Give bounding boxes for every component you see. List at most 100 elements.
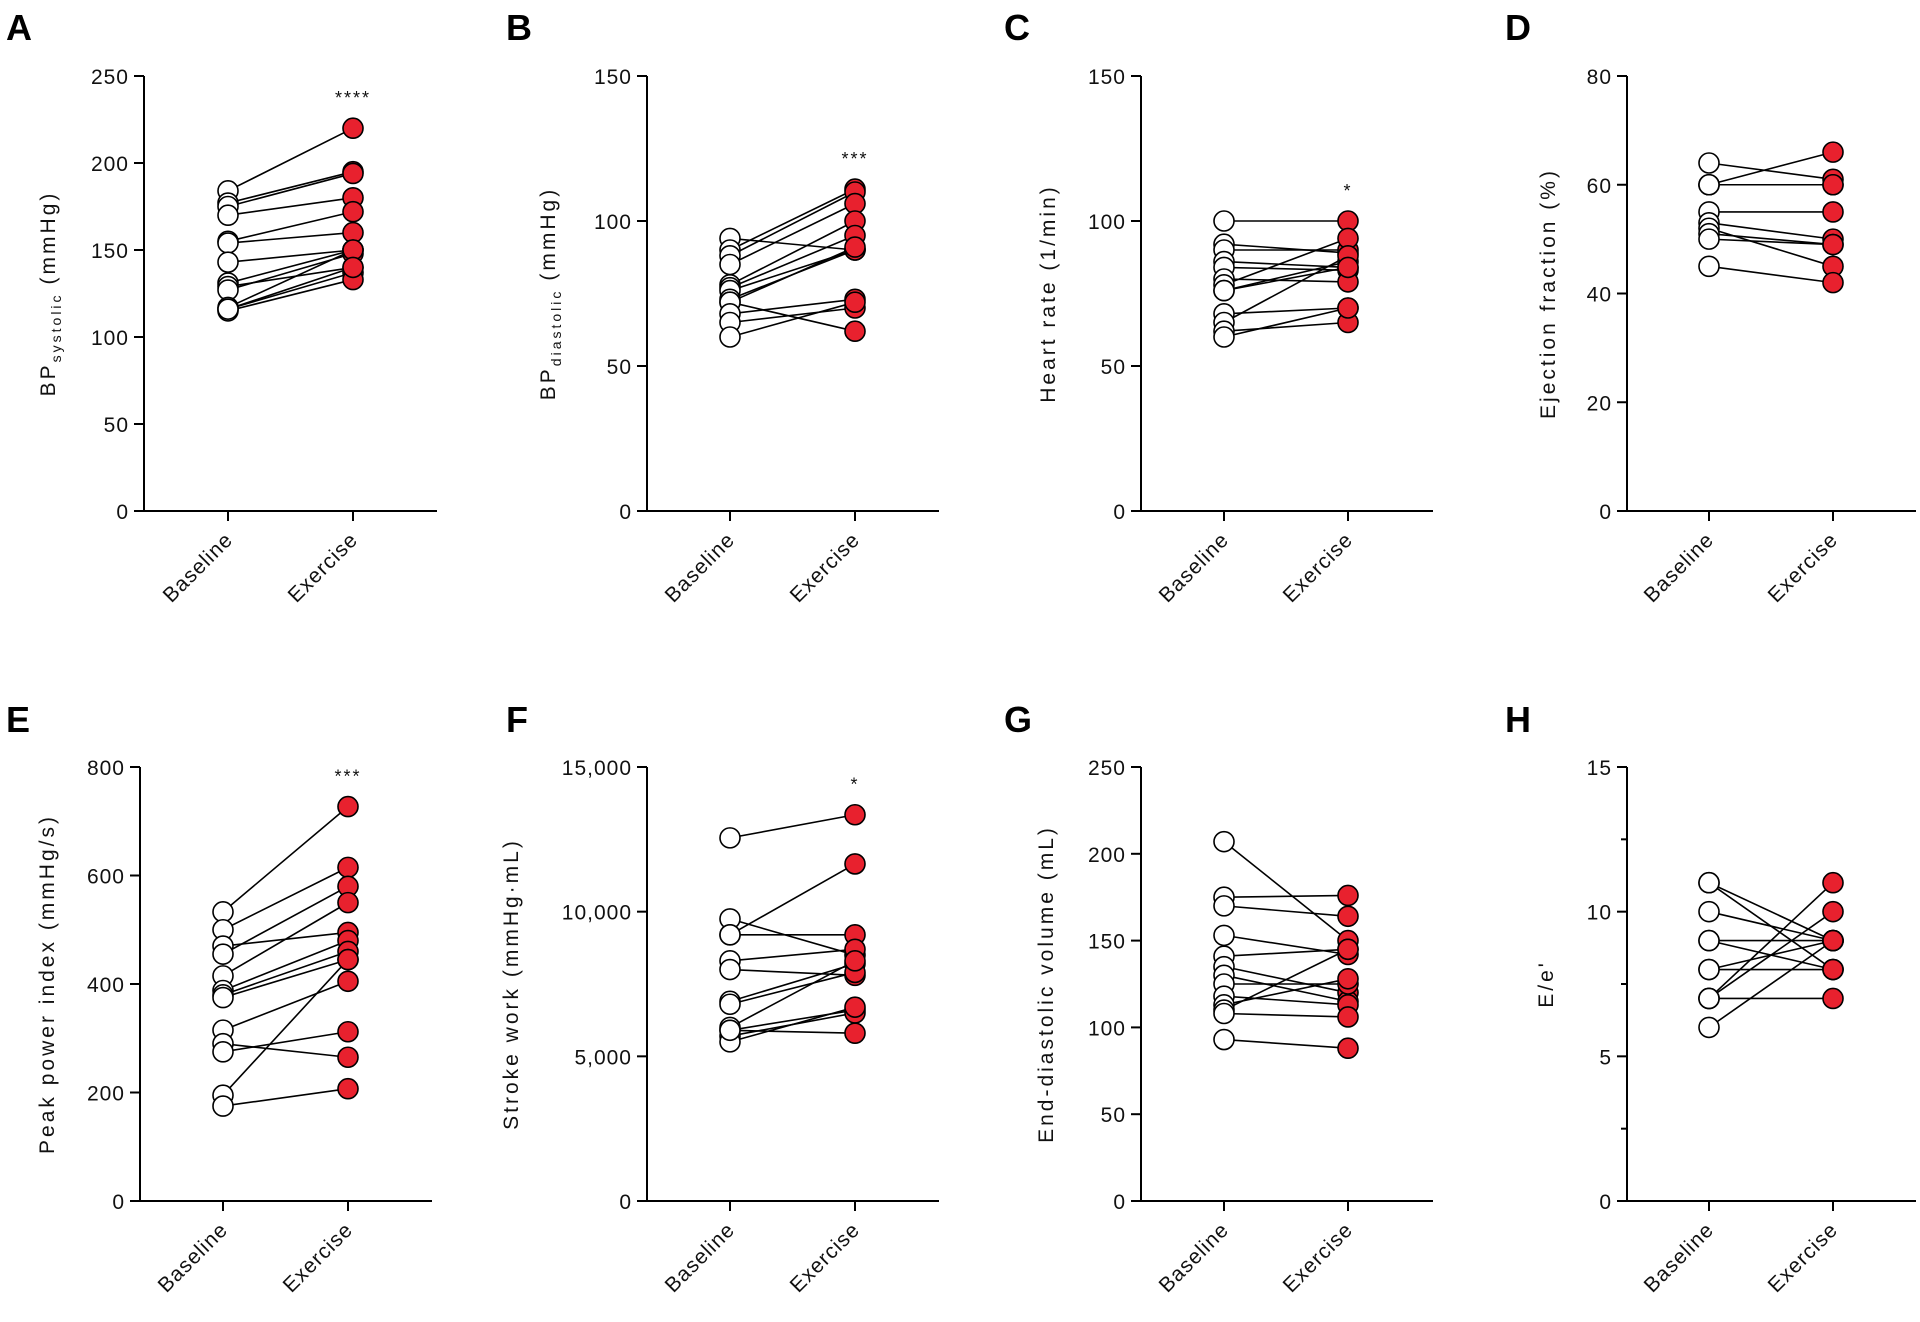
exercise-point (337, 1020, 359, 1043)
panel-letter: C (1004, 7, 1030, 48)
baseline-point (719, 326, 741, 348)
y-tick-label: 100 (1088, 211, 1126, 234)
x-tick-label-baseline: Baseline (1155, 1218, 1234, 1297)
exercise-point (844, 1022, 866, 1044)
pair-line (222, 959, 349, 1096)
exercise-point (1822, 173, 1844, 196)
exercise-point (337, 948, 359, 971)
pair-line (222, 950, 349, 996)
y-tick-label: 0 (1599, 1191, 1612, 1214)
y-tick-label: 250 (91, 66, 129, 89)
panel-g: G 0 50 100 150 200 250 Baseline Exercise End-dias… (1004, 699, 1433, 1297)
exercise-point (844, 950, 866, 972)
pair-line (1223, 1038, 1349, 1050)
pair-line (1223, 255, 1349, 324)
y-tick-label: 0 (1113, 1191, 1126, 1214)
exercise-point (1822, 141, 1844, 163)
pair-line (222, 805, 349, 913)
pair-line (1223, 841, 1349, 942)
baseline-point (212, 901, 234, 923)
pair-line (1223, 266, 1349, 272)
x-tick-label-exercise: Exercise (284, 528, 363, 607)
pair-line (1223, 307, 1349, 315)
pair-line (222, 939, 349, 992)
x-tick-label-baseline: Baseline (1640, 528, 1719, 607)
y-tick-label: 60 (1587, 175, 1612, 198)
exercise-point (844, 291, 866, 314)
pair-line (1223, 894, 1349, 898)
exercise-point (337, 1046, 359, 1069)
y-axis-label-unit: (mmHg) (37, 191, 60, 285)
baseline-point (1698, 1016, 1720, 1039)
pair-line (222, 958, 349, 999)
pair-line (729, 191, 856, 257)
pair-line (1708, 939, 1834, 1029)
y-tick-label: 0 (112, 1191, 125, 1214)
y-axis-label-main: End-diastolic volume (mL) (1035, 825, 1058, 1143)
exercise-point (1822, 900, 1844, 923)
significance-marker: * (850, 775, 859, 795)
x-tick-label-exercise: Exercise (279, 1218, 358, 1297)
significance-marker: * (1343, 181, 1352, 201)
x-tick-label-baseline: Baseline (661, 1218, 740, 1297)
pair-line (227, 172, 354, 208)
y-axis-label: E/e' (1535, 960, 1558, 1008)
panel-letter: B (506, 7, 532, 48)
exercise-point (844, 320, 866, 343)
baseline-point (217, 232, 239, 254)
baseline-point (1698, 255, 1720, 278)
exercise-point (844, 853, 866, 875)
exercise-point (844, 236, 866, 258)
y-tick-label: 200 (91, 153, 129, 176)
pair-line (1223, 278, 1349, 283)
y-tick-label: 400 (87, 974, 125, 997)
pair-line (1708, 265, 1834, 284)
baseline-point (1213, 1002, 1235, 1025)
pair-line (729, 220, 856, 286)
exercise-point (1337, 1006, 1359, 1028)
y-tick-label: 80 (1587, 66, 1612, 89)
y-axis-label: BPdiastolic (mmHg) (537, 187, 564, 400)
baseline-point (217, 251, 239, 273)
exercise-point (1337, 297, 1359, 319)
baseline-point (1698, 900, 1720, 923)
panel-e: E 0 200 400 600 800 Baseline Exercise Peak power… (6, 699, 432, 1297)
exercise-point (1337, 938, 1359, 961)
exercise-point (342, 162, 364, 185)
y-tick-label: 0 (1599, 501, 1612, 524)
x-tick-label-exercise: Exercise (786, 528, 865, 607)
baseline-point (212, 943, 234, 965)
y-tick-label: 150 (1088, 931, 1126, 954)
y-axis-label-main: Ejection fraction (%) (1537, 168, 1560, 419)
baseline-point (1213, 924, 1235, 947)
pair-line (1223, 1012, 1349, 1018)
pair-line (227, 271, 354, 310)
baseline-point (1698, 929, 1720, 952)
baseline-point (1698, 871, 1720, 894)
exercise-point (1337, 884, 1359, 907)
y-tick-label: 200 (1088, 844, 1126, 867)
panel-letter: H (1505, 699, 1531, 740)
pair-line (222, 1042, 349, 1059)
y-axis-label-main: Heart rate (1/min) (1037, 184, 1060, 403)
pair-line (222, 885, 349, 955)
y-tick-label: 10,000 (562, 902, 632, 925)
y-tick-label: 0 (619, 501, 632, 524)
pair-line (729, 968, 856, 977)
panel-letter: A (6, 7, 32, 48)
pair-line (729, 202, 856, 266)
pair-line (227, 249, 354, 263)
y-tick-label: 50 (607, 356, 632, 379)
y-tick-label: 100 (594, 211, 632, 234)
y-tick-label: 0 (116, 501, 129, 524)
baseline-point (1698, 173, 1720, 196)
x-tick-label-exercise: Exercise (1279, 528, 1358, 607)
x-tick-label-baseline: Baseline (154, 1218, 233, 1297)
pair-line (1223, 948, 1349, 1011)
x-tick-label-exercise: Exercise (786, 1218, 865, 1297)
exercise-point (1822, 987, 1844, 1010)
baseline-point (719, 1019, 741, 1042)
exercise-point (844, 996, 866, 1018)
y-tick-label: 0 (1113, 501, 1126, 524)
pair-line (227, 278, 354, 312)
